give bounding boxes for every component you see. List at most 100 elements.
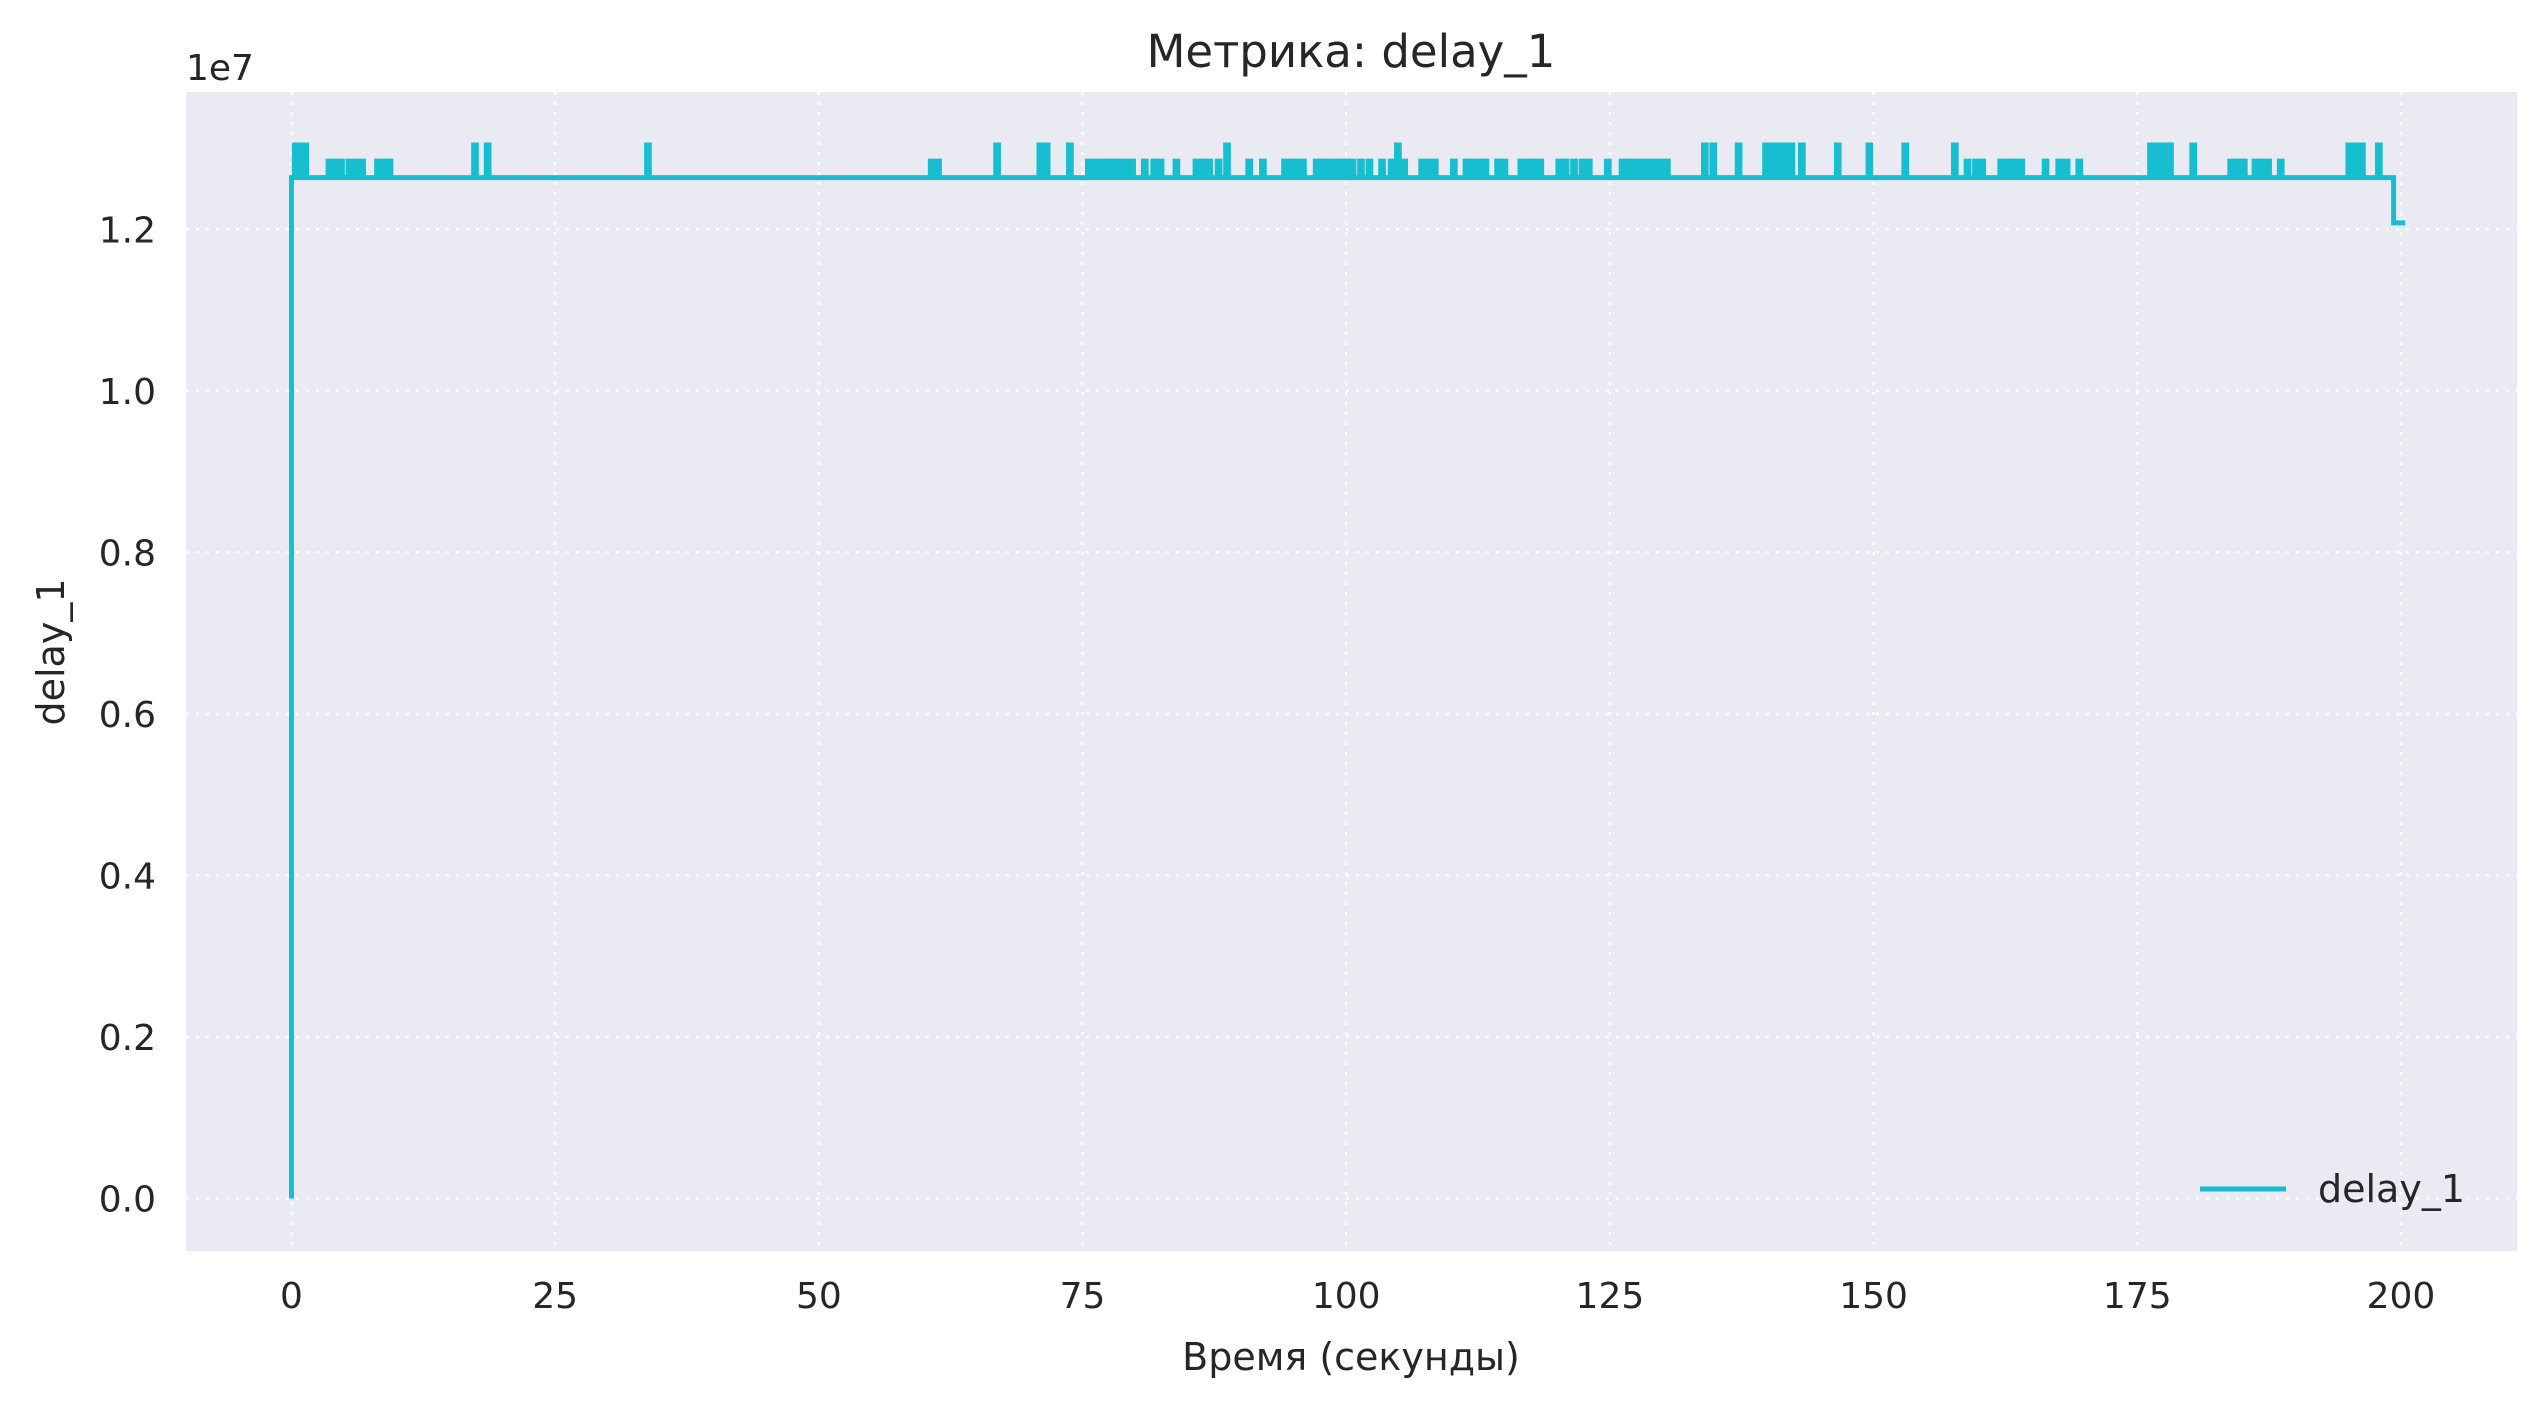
y-axis-label: delay_1: [29, 578, 73, 725]
series-spike: [1500, 158, 1509, 178]
x-axis-label: Время (секунды): [1182, 1335, 1520, 1379]
series-spike: [1259, 158, 1267, 178]
series-spike: [1637, 158, 1646, 178]
series-spike: [1281, 158, 1289, 178]
series-spike: [934, 158, 942, 178]
plot-area: [186, 92, 2517, 1251]
series-spike: [2003, 158, 2012, 178]
series-spike: [2075, 158, 2084, 178]
series-spike: [483, 142, 492, 178]
series-spike: [1150, 158, 1159, 178]
series-line: [288, 175, 2406, 1199]
series-spike: [1245, 158, 1254, 178]
y-tick-label: 1.0: [99, 372, 156, 413]
x-tick-label: 150: [1839, 1276, 1908, 1317]
series-spike: [2257, 158, 2266, 178]
series-spike: [1128, 158, 1136, 178]
series-spike: [301, 142, 310, 178]
series-spike: [2374, 142, 2383, 178]
series-spike: [1625, 158, 1633, 178]
series-spike: [1774, 142, 1783, 178]
series-spike: [1104, 158, 1112, 178]
series-spike: [2147, 142, 2155, 178]
series-spike: [2010, 158, 2018, 178]
series-spike: [2041, 158, 2050, 178]
series-spike: [1140, 158, 1149, 178]
series-spike: [1555, 158, 1564, 178]
series-spike: [1603, 158, 1612, 178]
series-spike: [1701, 142, 1709, 178]
series-spike: [325, 158, 334, 178]
x-tick-label: 125: [1576, 1276, 1645, 1317]
series-spike: [1972, 158, 1980, 178]
series-spike: [1517, 158, 1526, 178]
series-spike: [1901, 142, 1910, 178]
series-spike: [1865, 142, 1874, 178]
series-spike: [1292, 158, 1301, 178]
series-layer: [288, 142, 2406, 1199]
series-spike: [331, 158, 340, 178]
series-spike: [1523, 158, 1532, 178]
series-spike: [1205, 158, 1213, 178]
series-spike: [1330, 158, 1339, 178]
series-spike: [2264, 158, 2272, 178]
series-spike: [2251, 158, 2260, 178]
series-spike: [1357, 158, 1365, 178]
y-tick-label: 0.4: [99, 856, 156, 897]
series-spike: [1198, 158, 1207, 178]
y-tick-label: 0.8: [99, 533, 156, 574]
series-spike: [1378, 158, 1386, 178]
series-spike: [1618, 158, 1627, 178]
series-spike: [2233, 158, 2242, 178]
series-spike: [1631, 158, 1640, 178]
series-spike: [345, 158, 354, 178]
series-spike: [1400, 158, 1409, 178]
x-tick-label: 25: [532, 1276, 578, 1317]
series-spike: [1561, 158, 1570, 178]
series-spike: [358, 158, 366, 178]
series-spike: [1430, 158, 1439, 178]
series-spike: [1319, 158, 1327, 178]
series-spike: [1312, 158, 1321, 178]
series-spike: [1468, 158, 1477, 178]
series-spike: [1663, 158, 1671, 178]
series-spike: [379, 158, 388, 178]
series-spike: [1656, 158, 1665, 178]
series-spike: [1798, 142, 1806, 178]
series-spike: [1978, 158, 1987, 178]
series-spike: [993, 142, 1001, 178]
x-axis-ticks: 0 25 50 75 100 125 150 175 200: [280, 1276, 2435, 1317]
series-spike: [1299, 158, 1307, 178]
grid-lines: [186, 92, 2517, 1251]
series-spike: [296, 142, 304, 178]
y-tick-label: 0.6: [99, 695, 156, 736]
series-spike: [1963, 158, 1972, 178]
series-spike: [1110, 158, 1119, 178]
series-spike: [1098, 158, 1107, 178]
series-spike: [1287, 158, 1296, 178]
series-spike: [1584, 158, 1593, 178]
series-spike: [1223, 142, 1231, 178]
series-spike: [1036, 142, 1045, 178]
legend: delay_1: [2200, 1167, 2465, 1211]
x-tick-label: 50: [796, 1276, 842, 1317]
series-spike: [2055, 158, 2064, 178]
series-spike: [1214, 158, 1223, 178]
series-spike: [1781, 142, 1789, 178]
series-spike: [1734, 142, 1743, 178]
series-spike: [1950, 142, 1959, 178]
series-spike: [2239, 158, 2248, 178]
series-spike: [1156, 158, 1165, 178]
series-spike: [1494, 158, 1502, 178]
series-spike: [1116, 158, 1125, 178]
series-spike: [644, 142, 652, 178]
series-spike: [1787, 142, 1796, 178]
series-spike: [927, 158, 936, 178]
series-spike: [1092, 158, 1101, 178]
series-spike: [1578, 158, 1587, 178]
series-spike: [337, 158, 345, 178]
x-tick-label: 200: [2367, 1276, 2436, 1317]
series-spike: [2351, 142, 2360, 178]
series-spike: [385, 158, 394, 178]
